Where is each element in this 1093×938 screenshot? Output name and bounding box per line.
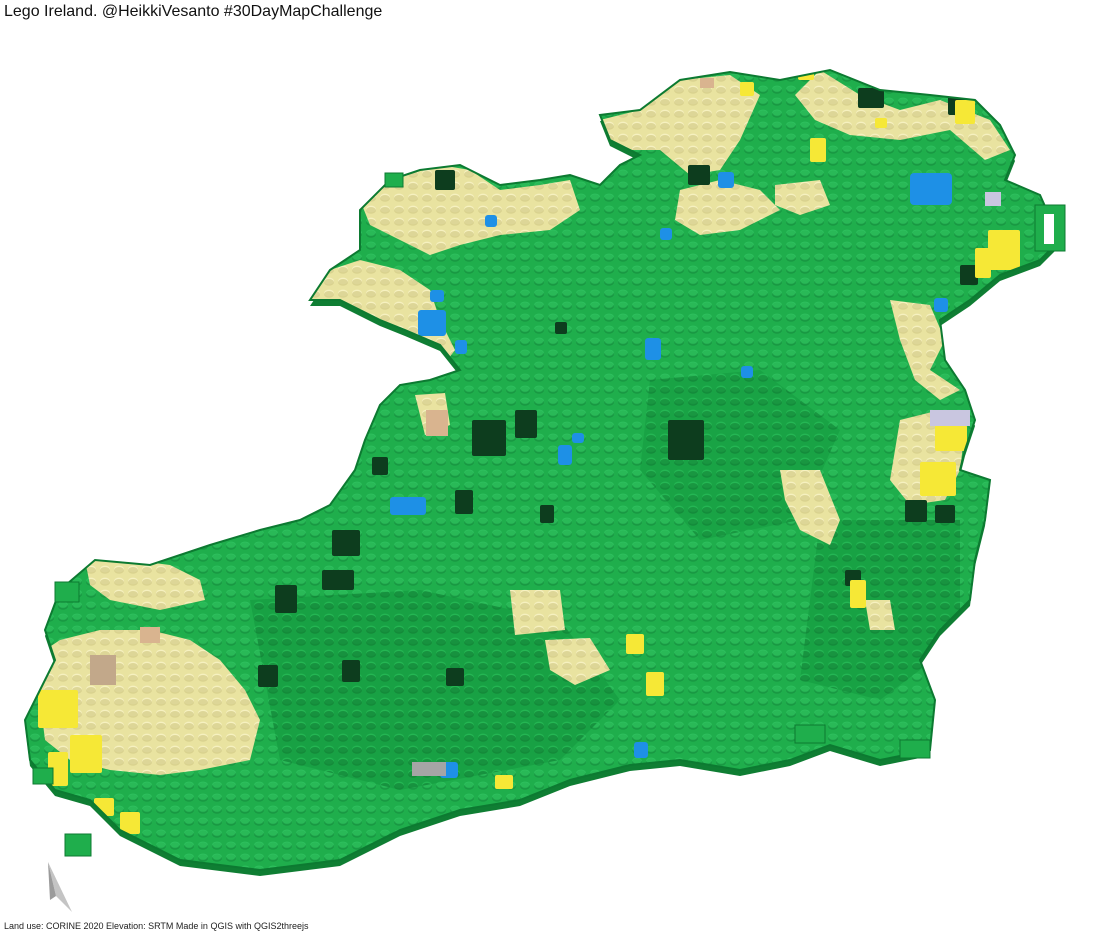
upland-armagh xyxy=(775,180,830,215)
strangford-lough-gap xyxy=(1044,214,1054,244)
upland-antrim xyxy=(795,70,1010,160)
map-credits: Land use: CORINE 2020 Elevation: SRTM Ma… xyxy=(4,921,309,931)
upland-knockmealdown xyxy=(545,638,610,685)
urban-bricks xyxy=(38,70,1020,834)
upland-donegal xyxy=(360,165,580,255)
kerry-rock-2 xyxy=(140,627,160,643)
quarry-grey xyxy=(412,762,446,776)
forest-patches xyxy=(258,88,978,687)
upland-dingle xyxy=(85,560,205,610)
upland-slieve-bloom xyxy=(780,470,840,545)
lowland-darker xyxy=(250,590,620,790)
upland-galtees xyxy=(510,590,565,635)
water-bodies xyxy=(390,172,952,778)
map-title: Lego Ireland. @HeikkiVesanto #30DayMapCh… xyxy=(4,3,383,20)
land-cover-layers xyxy=(30,70,1020,834)
bare-rock-patch xyxy=(316,315,328,327)
upland-blackstairs xyxy=(865,600,895,630)
north-arrow-icon xyxy=(48,862,72,912)
coastal-islets xyxy=(32,172,1066,857)
dublin-port xyxy=(930,410,970,426)
upland-tyrone xyxy=(675,180,780,235)
sperrin-rock xyxy=(700,78,714,88)
upland-mourne-coast xyxy=(890,300,960,400)
kerry-rock-3 xyxy=(90,655,116,685)
burren-rock xyxy=(426,410,448,436)
kerry-rock xyxy=(85,540,107,558)
belfast-port xyxy=(985,192,1001,206)
peat-extraction xyxy=(386,338,412,356)
upland-sperrins xyxy=(600,75,760,175)
